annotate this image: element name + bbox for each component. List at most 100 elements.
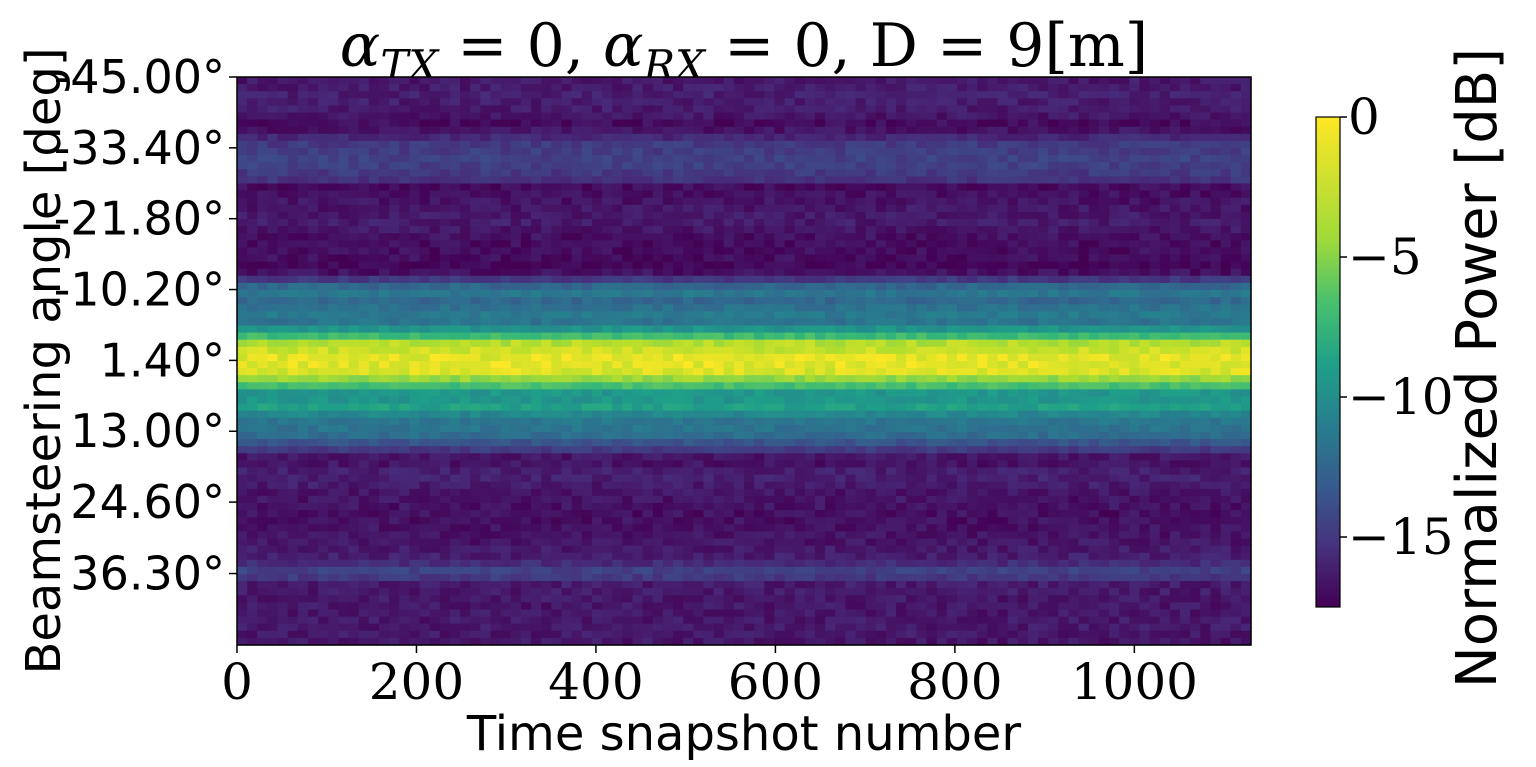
heatmap-cell <box>287 98 299 106</box>
heatmap-cell <box>865 126 877 135</box>
heatmap-cell <box>896 77 907 85</box>
heatmap-cell <box>409 254 421 263</box>
heatmap-cell <box>287 424 299 433</box>
heatmap-cell <box>297 91 309 99</box>
heatmap-cell <box>531 389 542 398</box>
heatmap-cell <box>1088 240 1100 248</box>
heatmap-cell <box>480 410 492 419</box>
heatmap-cell <box>389 176 400 185</box>
heatmap-cell <box>561 183 573 192</box>
heatmap-cell <box>936 105 948 114</box>
heatmap-cell <box>744 410 755 419</box>
heatmap-cell <box>723 417 735 426</box>
heatmap-cell <box>632 410 644 419</box>
heatmap-cell <box>713 126 725 135</box>
heatmap-cell <box>460 325 471 334</box>
heatmap-cell <box>622 204 634 213</box>
heatmap-cell <box>744 382 755 390</box>
heatmap-cell <box>1017 417 1029 426</box>
heatmap-cell <box>835 197 846 206</box>
heatmap-cell <box>287 297 299 305</box>
heatmap-cell <box>1068 368 1080 376</box>
heatmap-cell <box>277 219 289 227</box>
heatmap-cell <box>673 84 684 92</box>
heatmap-cell <box>429 311 441 319</box>
heatmap-cell <box>399 197 410 206</box>
heatmap-cell <box>1098 346 1110 355</box>
heatmap-cell <box>612 148 623 156</box>
heatmap-cell <box>581 197 593 206</box>
heatmap-cell <box>916 204 928 213</box>
heatmap-cell <box>845 233 857 241</box>
heatmap-cell <box>1220 233 1232 241</box>
heatmap-cell <box>1149 247 1161 256</box>
heatmap-cell <box>541 304 552 312</box>
heatmap-cell <box>449 176 461 185</box>
heatmap-cell <box>287 133 299 142</box>
heatmap-cell <box>328 219 339 227</box>
heatmap-cell <box>297 105 309 114</box>
heatmap-cell <box>1220 190 1232 199</box>
heatmap-cell <box>744 112 755 121</box>
heatmap-cell <box>977 254 988 263</box>
heatmap-cell <box>449 346 461 355</box>
heatmap-cell <box>612 361 623 369</box>
heatmap-cell <box>1139 417 1151 426</box>
heatmap-cell <box>551 389 563 398</box>
heatmap-cell <box>825 226 836 234</box>
heatmap-cell <box>896 261 907 270</box>
heatmap-cell <box>835 304 846 312</box>
heatmap-cell <box>835 211 846 220</box>
heatmap-cell <box>1038 197 1049 206</box>
heatmap-cell <box>652 162 664 170</box>
heatmap-cell <box>946 211 958 220</box>
heatmap-cell <box>754 311 765 319</box>
heatmap-cell <box>480 261 492 270</box>
heatmap-cell <box>378 183 390 192</box>
heatmap-cell <box>551 204 563 213</box>
heatmap-cell <box>571 304 583 312</box>
heatmap-cell <box>571 332 583 341</box>
heatmap-cell <box>429 424 441 433</box>
heatmap-cell <box>531 162 542 170</box>
heatmap-cell <box>906 226 917 234</box>
heatmap-cell <box>1048 183 1059 192</box>
heatmap-cell <box>531 211 542 220</box>
heatmap-cell <box>429 261 441 270</box>
heatmap-cell <box>1109 169 1120 177</box>
heatmap-cell <box>439 204 451 213</box>
heatmap-cell <box>977 247 988 256</box>
heatmap-cell <box>764 155 776 163</box>
heatmap-cell <box>429 389 441 398</box>
heatmap-cell <box>906 389 917 398</box>
heatmap-cell <box>348 126 360 135</box>
heatmap-cell <box>744 339 755 348</box>
heatmap-cell <box>1078 84 1090 92</box>
heatmap-cell <box>754 119 765 128</box>
heatmap-cell <box>1078 240 1090 248</box>
heatmap-cell <box>1210 162 1222 170</box>
heatmap-cell <box>865 403 877 412</box>
heatmap-cell <box>581 275 593 284</box>
heatmap-cell <box>1017 133 1029 142</box>
heatmap-cell <box>1180 304 1191 312</box>
heatmap-cell <box>967 275 978 284</box>
heatmap-cell <box>1230 254 1242 263</box>
heatmap-cell <box>1098 91 1110 99</box>
heatmap-cell <box>1200 204 1212 213</box>
heatmap-cell <box>571 240 583 248</box>
heatmap-cell <box>1220 304 1232 312</box>
heatmap-cell <box>754 304 765 312</box>
heatmap-cell <box>622 247 634 256</box>
heatmap-cell <box>997 204 1009 213</box>
heatmap-cell <box>1068 311 1080 319</box>
heatmap-cell <box>875 382 887 390</box>
heatmap-cell <box>642 304 654 312</box>
heatmap-cell <box>490 211 502 220</box>
heatmap-cell <box>307 361 319 369</box>
heatmap-cell <box>1119 417 1130 426</box>
heatmap-cell <box>845 368 857 376</box>
heatmap-cell <box>237 84 248 92</box>
heatmap-cell <box>1180 204 1191 213</box>
heatmap-cell <box>510 361 522 369</box>
